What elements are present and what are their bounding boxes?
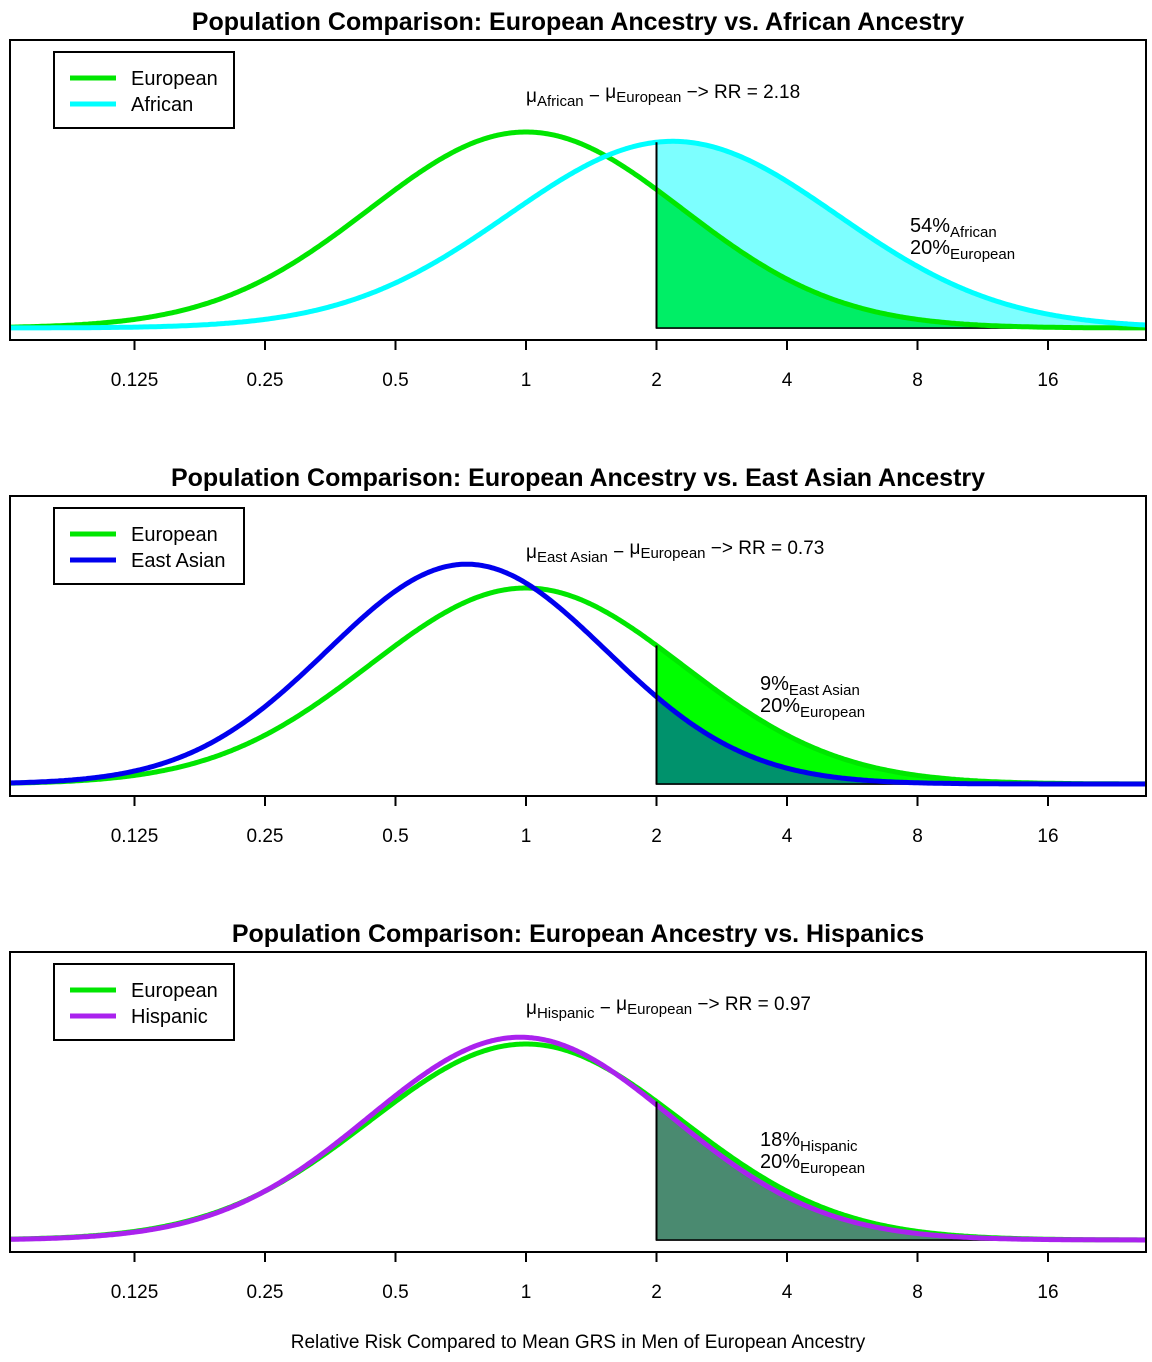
mu-difference-annotation: μEast Asian − μEuropean −> RR = 0.73 xyxy=(526,538,824,566)
chart-title: Population Comparison: European Ancestry… xyxy=(171,464,985,492)
x-tick-label: 0.5 xyxy=(382,826,408,847)
x-tick-label: 8 xyxy=(912,826,923,847)
annotation-text: − xyxy=(594,998,616,1019)
x-tick-label: 4 xyxy=(782,370,793,391)
percent-value: 20% xyxy=(760,695,800,717)
annotation-subscript: African xyxy=(537,93,584,110)
annotation-text: μ xyxy=(526,542,537,563)
annotation-text: μ xyxy=(526,86,537,107)
percent-label: 9%East Asian xyxy=(760,673,860,699)
annotation-text: −> RR = 0.73 xyxy=(706,538,825,559)
series-line-african xyxy=(10,138,1146,331)
chart-title: Population Comparison: European Ancestry… xyxy=(192,8,964,36)
x-axis-label: Relative Risk Compared to Mean GRS in Me… xyxy=(291,1332,866,1353)
series-line-european xyxy=(10,585,1146,787)
legend-label: European xyxy=(131,980,218,1002)
plot-area xyxy=(10,561,1146,787)
percent-label: 20%European xyxy=(760,695,865,721)
legend-label: Hispanic xyxy=(131,1006,208,1028)
x-tick-label: 0.5 xyxy=(382,1282,408,1303)
legend: European Hispanic xyxy=(53,963,235,1041)
x-tick-label: 0.25 xyxy=(247,1282,284,1303)
percent-value: 18% xyxy=(760,1129,800,1151)
series-line-european xyxy=(10,1041,1146,1243)
percent-value: 20% xyxy=(910,237,950,259)
percent-label: 20%European xyxy=(910,237,1015,263)
percent-value: 54% xyxy=(910,215,950,237)
x-tick-label: 4 xyxy=(782,826,793,847)
annotation-text: μ xyxy=(616,994,627,1015)
series-line-hispanic xyxy=(10,1034,1146,1243)
x-tick-label: 0.5 xyxy=(382,370,408,391)
annotation-text: − xyxy=(584,86,606,107)
x-tick-label: 2 xyxy=(651,1282,662,1303)
x-tick-label: 0.125 xyxy=(111,1282,159,1303)
percent-value: 20% xyxy=(760,1151,800,1173)
percent-group: European xyxy=(800,1160,865,1177)
annotation-text: μ xyxy=(605,82,616,103)
chart-panel: Population Comparison: European Ancestry… xyxy=(9,464,1147,847)
plot-frame xyxy=(9,495,1147,797)
legend-label: European xyxy=(131,68,218,90)
chart-panel: Population Comparison: European Ancestry… xyxy=(9,920,1147,1303)
x-tick-label: 1 xyxy=(521,370,532,391)
legend-label: African xyxy=(131,94,193,116)
legend: European African xyxy=(53,51,235,129)
annotation-text: − xyxy=(608,542,630,563)
tail-area-hispanic xyxy=(655,1103,1146,1241)
mu-difference-annotation: μHispanic − μEuropean −> RR = 0.97 xyxy=(526,994,811,1022)
percent-label: 54%African xyxy=(910,215,997,241)
mu-difference-annotation: μAfrican − μEuropean −> RR = 2.18 xyxy=(526,82,800,110)
annotation-subscript: European xyxy=(616,89,681,106)
chart-panels: Population Comparison: European Ancestry… xyxy=(9,8,1147,1303)
legend: European East Asian xyxy=(53,507,245,585)
plot-frame xyxy=(9,39,1147,341)
percent-label: 18%Hispanic xyxy=(760,1129,858,1155)
annotation-text: μ xyxy=(630,538,641,559)
x-tick-label: 8 xyxy=(912,1282,923,1303)
plot-frame xyxy=(9,951,1147,1253)
legend-box xyxy=(53,51,235,129)
x-tick-label: 2 xyxy=(651,826,662,847)
x-tick-label: 0.25 xyxy=(247,370,284,391)
percent-value: 9% xyxy=(760,673,789,695)
chart-panel: Population Comparison: European Ancestry… xyxy=(9,8,1147,391)
annotation-subscript: European xyxy=(627,1001,692,1018)
x-tick-label: 16 xyxy=(1037,826,1058,847)
legend-box xyxy=(53,507,245,585)
percent-group: European xyxy=(950,246,1015,263)
x-tick-label: 1 xyxy=(521,826,532,847)
annotation-subscript: European xyxy=(640,545,705,562)
chart-title: Population Comparison: European Ancestry… xyxy=(232,920,924,948)
percent-group: African xyxy=(950,224,997,241)
x-tick-label: 0.125 xyxy=(111,370,159,391)
legend-label: East Asian xyxy=(131,550,226,572)
x-tick-label: 1 xyxy=(521,1282,532,1303)
x-tick-label: 2 xyxy=(651,370,662,391)
annotation-subscript: East Asian xyxy=(537,549,608,566)
x-tick-label: 0.25 xyxy=(247,826,284,847)
percent-group: Hispanic xyxy=(800,1138,858,1155)
legend-label: European xyxy=(131,524,218,546)
percent-label: 20%European xyxy=(760,1151,865,1177)
annotation-text: μ xyxy=(526,998,537,1019)
series-line-european xyxy=(10,129,1146,331)
annotation-subscript: Hispanic xyxy=(537,1005,595,1022)
series-line-east-asian xyxy=(10,561,1146,787)
x-tick-label: 4 xyxy=(782,1282,793,1303)
x-tick-label: 16 xyxy=(1037,370,1058,391)
plot-area xyxy=(10,1034,1146,1243)
annotation-text: −> RR = 2.18 xyxy=(681,82,800,103)
x-tick-label: 0.125 xyxy=(111,826,159,847)
percent-group: East Asian xyxy=(789,682,860,699)
plot-area xyxy=(10,129,1146,331)
x-tick-label: 8 xyxy=(912,370,923,391)
annotation-text: −> RR = 0.97 xyxy=(692,994,811,1015)
x-tick-label: 16 xyxy=(1037,1282,1058,1303)
legend-box xyxy=(53,963,235,1041)
percent-group: European xyxy=(800,704,865,721)
